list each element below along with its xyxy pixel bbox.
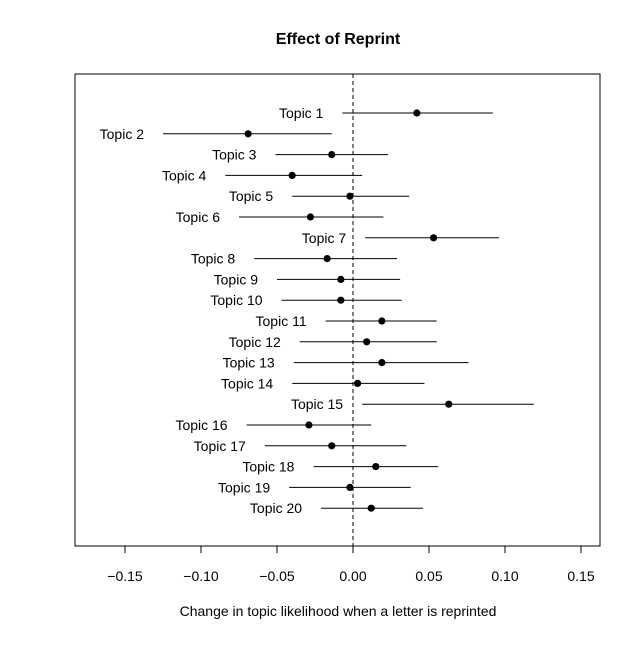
point-estimate — [346, 192, 354, 200]
topic-row: Topic 6 — [176, 209, 384, 225]
point-estimate — [429, 234, 438, 242]
topic-row: Topic 9 — [214, 271, 401, 287]
x-tick-label: −0.10 — [183, 568, 219, 584]
topic-label: Topic 13 — [223, 355, 275, 371]
topic-label: Topic 8 — [191, 251, 236, 267]
topic-label: Topic 18 — [242, 459, 294, 475]
x-axis-label: Change in topic likelihood when a letter… — [180, 603, 497, 619]
point-estimate — [378, 359, 386, 367]
chart-title: Effect of Reprint — [276, 31, 401, 48]
topic-label: Topic 19 — [218, 479, 270, 495]
x-tick-label: −0.05 — [259, 568, 295, 584]
point-estimate — [372, 463, 380, 471]
topic-row: Topic 12 — [229, 334, 437, 350]
point-estimate — [306, 213, 315, 221]
point-estimate — [367, 504, 375, 512]
x-tick-label: 0.00 — [339, 568, 366, 584]
plot-frame — [74, 73, 601, 547]
topic-label: Topic 9 — [214, 271, 259, 287]
topic-row: Topic 7 — [302, 230, 499, 246]
topic-label: Topic 2 — [100, 126, 145, 142]
topic-label: Topic 7 — [302, 230, 347, 246]
point-estimate — [363, 338, 371, 346]
topic-label: Topic 20 — [250, 500, 302, 516]
topic-label: Topic 6 — [176, 209, 221, 225]
point-estimate — [323, 255, 331, 263]
topic-row: Topic 10 — [210, 292, 402, 308]
point-estimate — [378, 317, 386, 325]
point-estimate — [413, 109, 421, 117]
x-tick-label: 0.10 — [491, 568, 518, 584]
x-tick-label: −0.15 — [107, 568, 143, 584]
topic-row: Topic 17 — [194, 438, 407, 454]
topic-label: Topic 5 — [229, 188, 274, 204]
topic-row: Topic 2 — [100, 126, 332, 142]
point-estimate — [337, 296, 345, 304]
topic-row: Topic 16 — [175, 417, 372, 433]
topic-row: Topic 13 — [223, 355, 469, 371]
topic-label: Topic 15 — [291, 396, 343, 412]
point-estimate — [337, 275, 345, 283]
topic-label: Topic 4 — [162, 167, 207, 183]
topic-row: Topic 11 — [256, 313, 437, 329]
topic-label: Topic 10 — [210, 292, 262, 308]
topic-row: Topic 19 — [218, 479, 411, 495]
topic-row: Topic 4 — [162, 167, 363, 183]
topic-label: Topic 3 — [212, 147, 257, 163]
topic-row: Topic 5 — [229, 188, 410, 204]
point-estimate — [328, 151, 336, 159]
point-estimate — [244, 130, 252, 138]
x-tick-label: 0.05 — [415, 568, 442, 584]
point-estimate — [328, 442, 336, 450]
topic-label: Topic 14 — [221, 375, 273, 391]
topic-row: Topic 14 — [221, 375, 425, 391]
point-estimate — [445, 400, 453, 408]
topic-label: Topic 11 — [256, 313, 307, 329]
point-estimate — [288, 171, 296, 179]
topic-row: Topic 15 — [291, 396, 534, 412]
topic-label: Topic 1 — [279, 105, 324, 121]
topic-label: Topic 16 — [175, 417, 227, 433]
topic-row: Topic 18 — [242, 459, 439, 475]
point-estimate — [353, 379, 362, 387]
topic-label: Topic 12 — [229, 334, 281, 350]
topic-row: Topic 8 — [191, 251, 398, 267]
point-estimate — [305, 421, 313, 429]
topic-row: Topic 1 — [279, 105, 493, 121]
topic-row: Topic 3 — [212, 147, 388, 163]
point-estimate — [346, 483, 354, 491]
x-tick-label: 0.15 — [567, 568, 594, 584]
topic-label: Topic 17 — [194, 438, 246, 454]
topic-row: Topic 20 — [250, 500, 423, 516]
